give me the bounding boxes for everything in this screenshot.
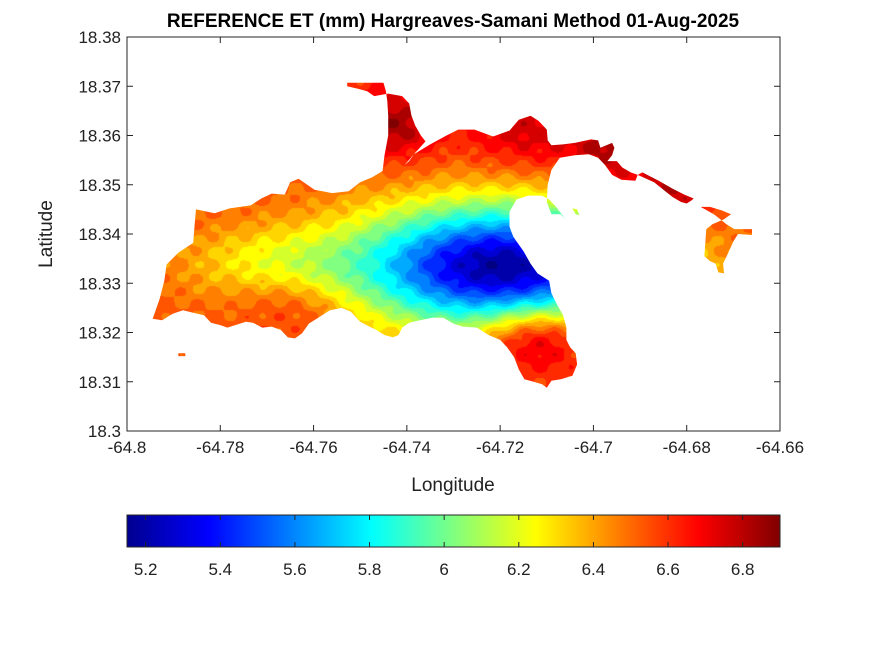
y-tick-label: 18.34	[78, 225, 121, 244]
colorbar-tick-label: 5.8	[358, 560, 382, 579]
y-axis: 18.3 18.31 18.32 18.33 18.34 18.35 18.36 18.37 1…	[78, 28, 780, 441]
colorbar	[126, 514, 781, 548]
x-tick-label: -64.74	[383, 438, 431, 457]
x-tick-label: -64.8	[108, 438, 147, 457]
x-tick-label: -64.66	[756, 438, 804, 457]
x-axis-label: Longitude	[411, 475, 494, 496]
y-tick-label: 18.36	[78, 127, 121, 146]
y-tick-label: 18.33	[78, 274, 121, 293]
x-tick-label: -64.7	[574, 438, 613, 457]
x-tick-label: -64.68	[663, 438, 711, 457]
colorbar-tick-label: 5.6	[283, 560, 307, 579]
y-tick-label: 18.35	[78, 176, 121, 195]
colorbar-tick-label: 6.4	[582, 560, 606, 579]
x-tick-label: -64.78	[196, 438, 244, 457]
x-axis: -64.8 -64.78 -64.76 -64.74 -64.72 -64.7 -64.68…	[108, 37, 804, 457]
y-tick-label: 18.3	[88, 422, 121, 441]
x-tick-label: -64.72	[476, 438, 524, 457]
y-tick-label: 18.37	[78, 77, 121, 96]
colorbar-tick-label: 5.4	[208, 560, 232, 579]
chart-title: REFERENCE ET (mm) Hargreaves-Samani Meth…	[167, 11, 740, 32]
y-tick-label: 18.32	[78, 324, 121, 343]
y-tick-label: 18.31	[78, 373, 121, 392]
colorbar-tick-label: 6.2	[507, 560, 531, 579]
colorbar-tick-label: 6.6	[656, 560, 680, 579]
colorbar-tick-label: 6	[439, 560, 448, 579]
colorbar-ticks: 5.2 5.4 5.6 5.8 6 6.2 6.4 6.6 6.8	[134, 515, 755, 579]
y-tick-label: 18.38	[78, 28, 121, 47]
colorbar-tick-label: 6.8	[731, 560, 755, 579]
y-axis-label: Latitude	[36, 200, 57, 268]
colorbar-tick-label: 5.2	[134, 560, 158, 579]
x-tick-label: -64.76	[289, 438, 337, 457]
